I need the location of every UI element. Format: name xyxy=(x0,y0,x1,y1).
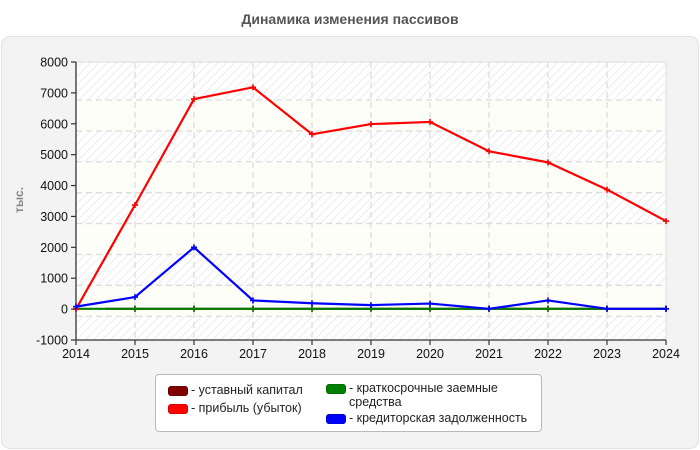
legend-swatch-icon xyxy=(326,384,346,394)
x-tick-label: 2024 xyxy=(652,347,680,361)
y-tick-label: 0 xyxy=(61,303,68,317)
legend-item-charter-capital: - уставный капитал xyxy=(168,383,303,397)
x-tick-label: 2021 xyxy=(475,347,503,361)
y-tick-label: 5000 xyxy=(40,148,68,162)
axes: -1000 0 1000 2000 3000 4000 5000 6000 7000 8000 20… xyxy=(36,56,680,362)
y-tick-label: -1000 xyxy=(36,334,68,348)
data-point-marker xyxy=(250,305,256,312)
legend-label: - уставный капитал xyxy=(191,383,303,397)
data-point-marker xyxy=(545,305,551,312)
data-point-marker xyxy=(191,96,197,103)
y-tick-label: 7000 xyxy=(40,86,68,100)
data-point-marker xyxy=(486,305,492,312)
x-tick-label: 2016 xyxy=(180,347,208,361)
legend-swatch-icon xyxy=(168,404,188,414)
x-tick-label: 2018 xyxy=(298,347,326,361)
legend: - уставный капитал - прибыль (убыток) - … xyxy=(155,374,542,432)
data-point-marker xyxy=(368,121,374,128)
y-tick-label: 8000 xyxy=(40,56,68,70)
data-point-marker xyxy=(545,297,551,304)
x-tick-label: 2022 xyxy=(534,347,562,361)
x-tick-label: 2020 xyxy=(416,347,444,361)
data-point-marker xyxy=(132,202,138,209)
y-tick-label: 4000 xyxy=(40,179,68,193)
chart-title: Динамика изменения пассивов xyxy=(241,11,459,27)
y-tick-label: 1000 xyxy=(40,272,68,286)
y-tick-label: 6000 xyxy=(40,117,68,131)
data-point-marker xyxy=(250,297,256,304)
data-point-marker xyxy=(73,303,79,310)
x-tick-label: 2019 xyxy=(357,347,385,361)
plot-border xyxy=(76,61,667,340)
data-point-marker xyxy=(604,186,610,193)
data-point-marker xyxy=(309,131,315,138)
data-point-marker xyxy=(132,305,138,312)
data-point-marker xyxy=(191,305,197,312)
y-axis-label: тыс. xyxy=(12,187,26,213)
legend-swatch-icon xyxy=(168,386,188,396)
grid-lines xyxy=(76,62,666,340)
data-point-marker xyxy=(132,294,138,301)
data-point-marker xyxy=(191,244,197,251)
legend-label: - кредиторская задолженность xyxy=(349,411,528,425)
data-point-marker xyxy=(486,148,492,155)
y-tick-label: 3000 xyxy=(40,210,68,224)
legend-label: - прибыль (убыток) xyxy=(191,401,302,415)
legend-item-short-term-loans: - краткосрочные заемные средства xyxy=(326,381,526,409)
data-point-marker xyxy=(309,305,315,312)
data-point-marker xyxy=(545,159,551,166)
x-tick-label: 2017 xyxy=(239,347,267,361)
legend-item-accounts-payable: - кредиторская задолженность xyxy=(326,411,527,425)
data-point-marker xyxy=(604,305,610,312)
x-tick-label: 2014 xyxy=(62,347,90,361)
data-point-marker xyxy=(663,305,669,312)
plot-background-band xyxy=(76,223,666,255)
legend-item-profit: - прибыль (убыток) xyxy=(168,401,302,415)
data-point-marker xyxy=(427,300,433,307)
data-series xyxy=(73,84,669,313)
x-tick-label: 2023 xyxy=(593,347,621,361)
data-point-marker xyxy=(427,305,433,312)
legend-swatch-icon xyxy=(326,414,346,424)
data-point-marker xyxy=(427,118,433,125)
legend-label: - краткосрочные заемные средства xyxy=(349,381,498,409)
data-point-marker xyxy=(368,302,374,309)
x-tick-label: 2015 xyxy=(121,347,149,361)
data-point-marker xyxy=(663,218,669,225)
data-point-marker xyxy=(250,84,256,91)
y-tick-label: 2000 xyxy=(40,241,68,255)
data-point-marker xyxy=(309,300,315,307)
